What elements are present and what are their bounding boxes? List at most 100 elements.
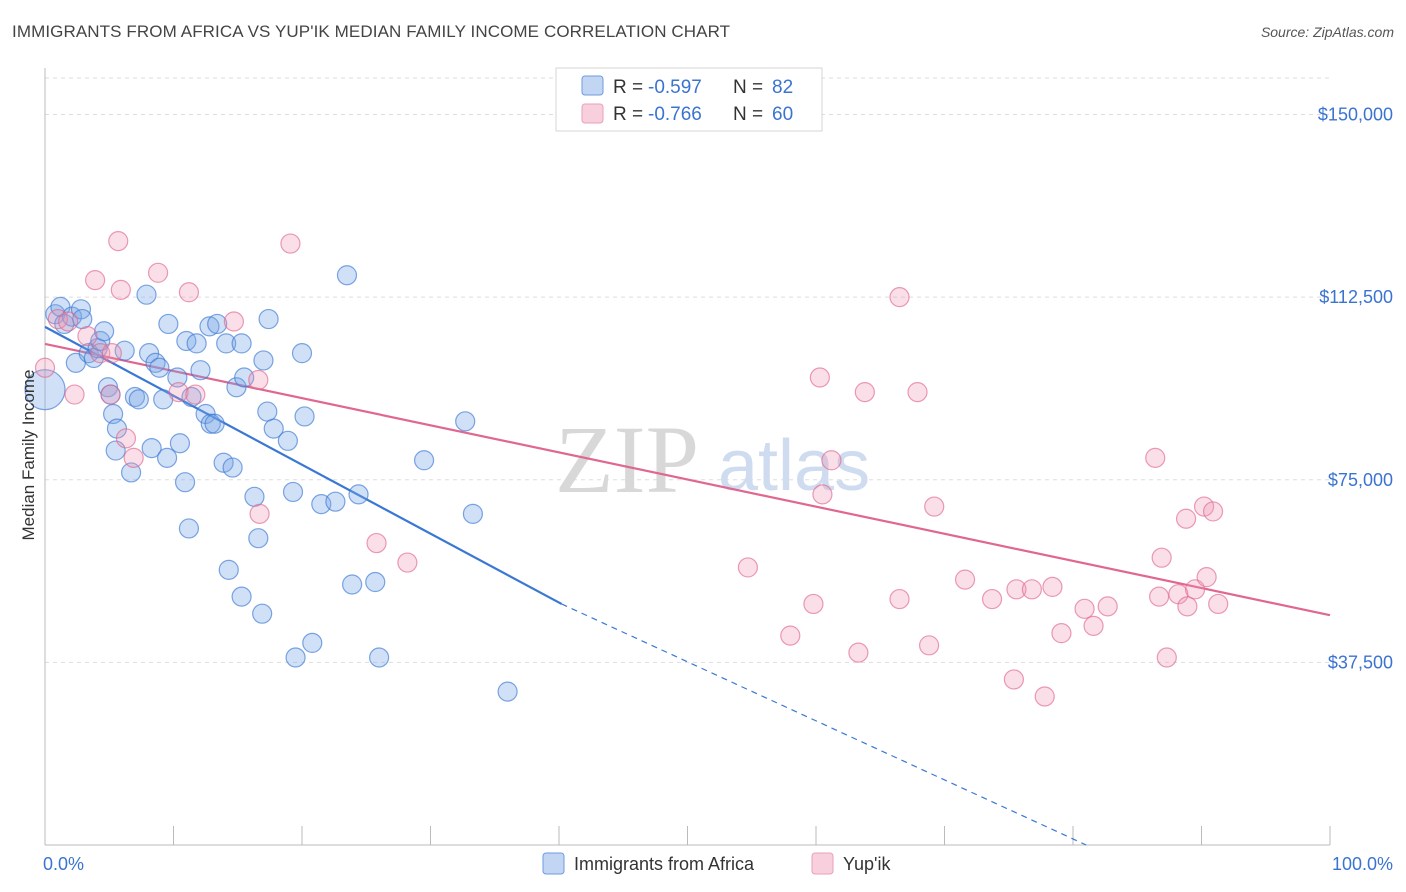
point-yupik	[147, 262, 169, 283]
point-yupik	[1051, 623, 1072, 644]
point-yupik	[100, 384, 121, 405]
point-africa	[167, 367, 188, 388]
point-africa	[258, 308, 279, 330]
point-yupik	[848, 642, 869, 663]
point-yupik	[1021, 579, 1042, 600]
y-tick-label: $150,000	[1318, 105, 1393, 125]
point-africa	[369, 647, 390, 668]
point-yupik	[1148, 586, 1170, 607]
legend-swatch-pink	[581, 103, 604, 124]
point-africa	[216, 333, 237, 354]
point-yupik	[90, 343, 111, 364]
x-tick-label: 100.0%	[1332, 854, 1393, 874]
bottom-legend: Immigrants from Africa Yup'ik	[542, 852, 891, 875]
point-yupik	[249, 503, 270, 524]
point-yupik	[1193, 496, 1215, 517]
point-africa	[207, 313, 228, 335]
y-axis-title: Median Family Income	[19, 369, 38, 540]
point-yupik	[981, 588, 1003, 610]
point-yupik	[1006, 579, 1027, 600]
trend-line-extension	[561, 603, 1087, 846]
point-yupik	[1034, 686, 1055, 707]
legend-n-label: N =	[733, 77, 763, 98]
watermark-zip: ZIP	[555, 406, 699, 513]
point-yupik	[1175, 508, 1197, 529]
point-yupik	[64, 384, 85, 405]
point-africa	[218, 559, 239, 580]
point-africa	[128, 389, 149, 410]
point-yupik	[812, 484, 833, 505]
point-africa	[253, 350, 274, 371]
y-tick-label: $75,000	[1328, 470, 1393, 490]
point-yupik	[918, 635, 940, 656]
point-africa	[231, 333, 252, 354]
point-yupik	[889, 287, 910, 308]
legend-r-value: -0.597	[648, 77, 702, 98]
point-yupik	[1042, 576, 1063, 597]
point-africa	[178, 518, 200, 539]
point-yupik	[924, 496, 945, 517]
point-africa	[204, 413, 225, 434]
point-yupik	[248, 369, 269, 391]
point-yupik	[954, 569, 976, 590]
point-africa	[252, 603, 273, 624]
point-africa	[285, 647, 306, 668]
x-tick-label: 0.0%	[43, 854, 84, 874]
point-africa	[462, 503, 484, 524]
point-africa	[348, 484, 369, 505]
point-africa	[186, 333, 207, 354]
point-yupik	[1202, 501, 1224, 522]
point-africa	[222, 457, 243, 478]
point-africa	[138, 343, 160, 364]
point-africa	[169, 433, 191, 454]
point-yupik	[1097, 596, 1118, 617]
point-africa	[325, 491, 346, 512]
point-yupik	[1177, 596, 1198, 617]
point-yupik	[185, 384, 206, 405]
point-africa	[231, 586, 252, 607]
point-africa	[497, 681, 518, 702]
legend-swatch-blue	[581, 75, 604, 96]
source-label: Source: ZipAtlas.com	[1260, 24, 1394, 40]
point-africa	[248, 528, 269, 549]
point-yupik	[889, 588, 910, 610]
point-yupik	[780, 625, 801, 646]
point-africa	[149, 357, 170, 378]
trend-line	[44, 325, 563, 605]
point-africa	[282, 481, 304, 503]
stats-legend: R = -0.597 N = 82 R = -0.766 N = 60	[555, 67, 823, 132]
x-tick-labels: 0.0% 100.0%	[43, 854, 1393, 874]
point-africa	[213, 452, 234, 473]
point-yupik	[178, 282, 200, 303]
point-yupik	[803, 593, 824, 615]
point-africa	[302, 632, 323, 654]
axes	[44, 68, 1331, 846]
point-africa	[294, 406, 315, 427]
point-yupik	[101, 343, 122, 364]
point-yupik	[34, 357, 56, 378]
point-africa	[199, 316, 220, 337]
legend-item-yupik: Yup'ik	[843, 854, 891, 874]
point-yupik	[223, 311, 244, 332]
point-yupik	[821, 450, 842, 471]
legend-r-label: R =	[613, 77, 643, 98]
legend-item-africa: Immigrants from Africa	[574, 854, 755, 874]
point-yupik	[115, 428, 137, 449]
point-yupik	[110, 279, 131, 300]
point-yupik	[108, 231, 129, 252]
point-africa	[174, 472, 196, 493]
point-africa	[413, 450, 435, 471]
point-yupik	[280, 233, 301, 254]
legend-n-value: 60	[772, 104, 793, 125]
chart-title: IMMIGRANTS FROM AFRICA VS YUP'IK MEDIAN …	[12, 22, 731, 41]
y-tick-labels: $37,500 $75,000 $112,500 $150,000	[1318, 105, 1393, 673]
point-yupik	[737, 557, 758, 578]
point-yupik	[1208, 593, 1229, 615]
point-yupik	[58, 311, 79, 332]
point-africa	[158, 313, 179, 335]
point-africa	[156, 447, 178, 468]
point-yupik	[1083, 615, 1104, 636]
y-tick-label: $37,500	[1328, 652, 1393, 672]
point-africa	[291, 343, 313, 364]
